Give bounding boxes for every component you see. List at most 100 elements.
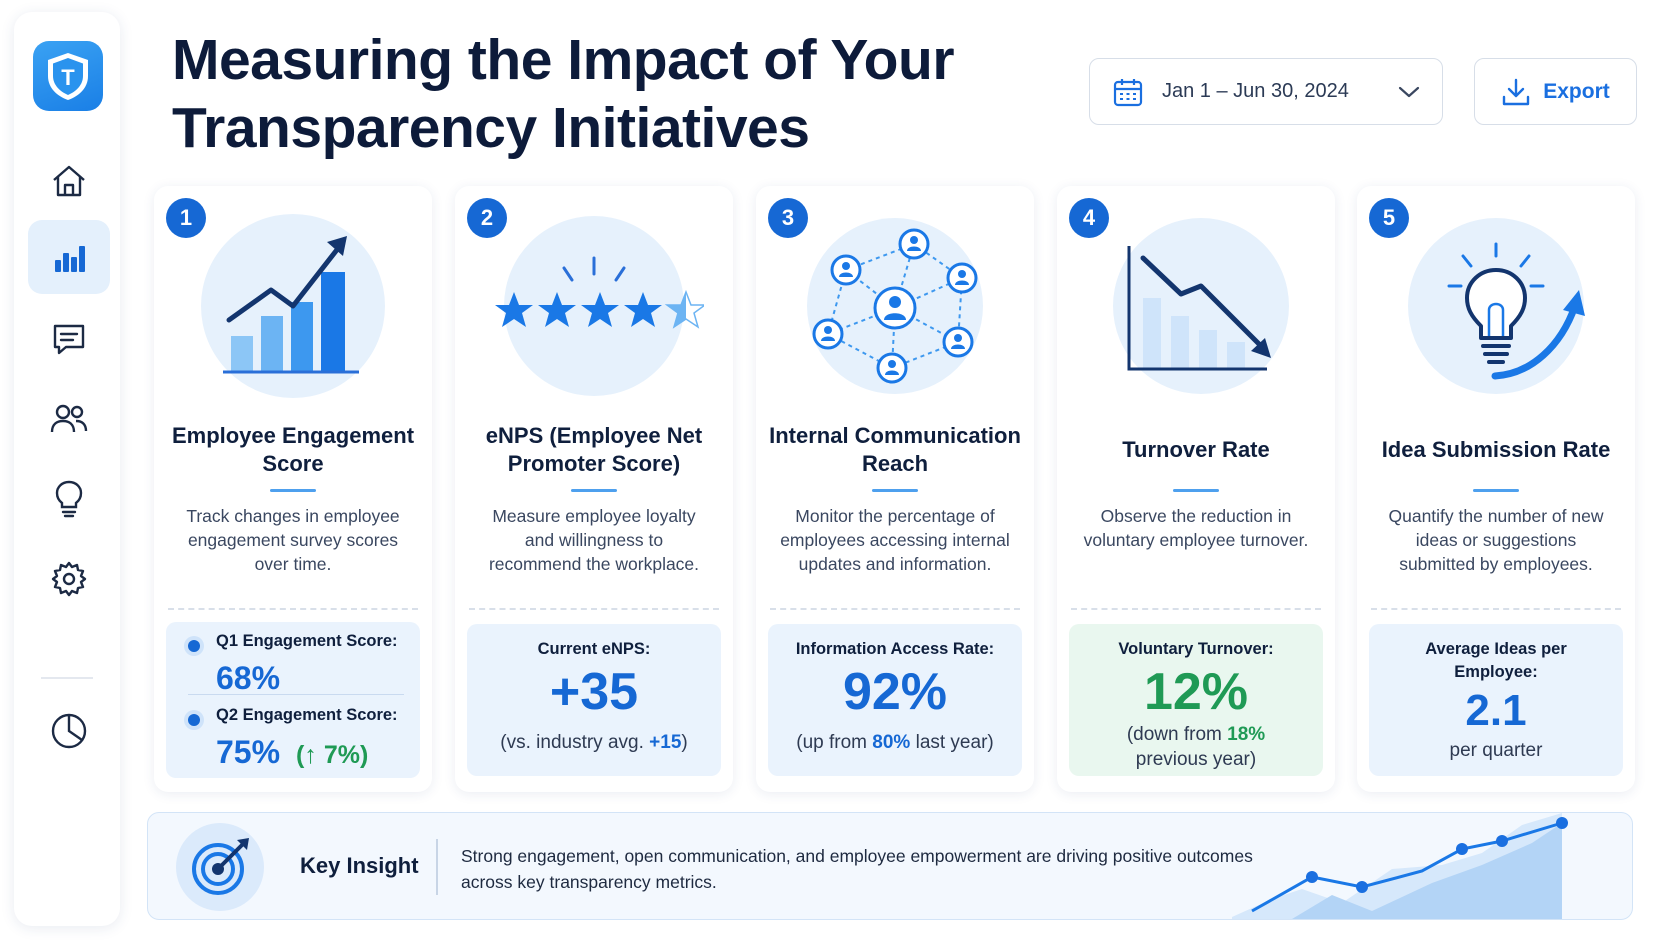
q2-value: 75% [216, 734, 281, 770]
turnover-illustration [1057, 206, 1335, 406]
dashed-divider [1371, 608, 1621, 610]
bar-chart-icon [55, 246, 85, 272]
card-number-badge: 1 [166, 198, 206, 238]
date-range-picker[interactable]: Jan 1 – Jun 30, 2024 [1089, 58, 1443, 125]
insight-separator [436, 839, 438, 895]
logo-letter: T [61, 65, 75, 90]
sidebar-divider [41, 677, 93, 679]
enps-illustration [455, 206, 733, 406]
dashed-divider [770, 608, 1020, 610]
metric-card-turnover: 4 Turnover Rate Observe the reduction in… [1057, 186, 1335, 792]
page-title: Measuring the Impact of Your Transparenc… [172, 28, 955, 160]
q2-row: Q2 Engagement Score: 75% (↑ 7%) [188, 706, 410, 770]
sidebar-item-analytics[interactable] [28, 220, 110, 294]
pie-chart-icon [51, 713, 87, 749]
card-title: eNPS (Employee Net Promoter Score) [485, 423, 703, 476]
sidebar-item-messages[interactable] [28, 302, 110, 376]
network-icon [807, 218, 983, 394]
message-icon [53, 324, 85, 355]
dashed-divider [469, 608, 719, 610]
metric-subtext: per quarter [1449, 740, 1543, 761]
q2-dot [188, 714, 200, 726]
insight-trend-graphic [1232, 813, 1568, 919]
q2-label: Q2 Engagement Score: [216, 706, 398, 724]
lightbulb-growth-icon [1408, 218, 1585, 394]
turnover-metric-box: Voluntary Turnover: 12% (down from 18% p… [1069, 624, 1323, 776]
chevron-down-icon [1398, 86, 1420, 97]
metric-subtext: (up from 80% last year) [768, 730, 1022, 755]
metric-value: +35 [549, 663, 639, 721]
export-button[interactable]: Export [1474, 58, 1637, 125]
metric-card-engagement: 1 Employee Engagement Score Track change… [154, 186, 432, 792]
card-number-badge: 2 [467, 198, 507, 238]
accent-line [1173, 489, 1219, 492]
card-title: Employee Engagement Score [171, 423, 415, 476]
card-description: Observe the reduction in voluntary emplo… [1083, 506, 1309, 550]
lightbulb-icon [55, 480, 83, 518]
q1-dot [188, 640, 200, 652]
sub-after: ) [681, 732, 688, 753]
accent-line [270, 489, 316, 492]
sub-highlight: +15 [649, 732, 682, 753]
q2-change: (↑ 7%) [296, 741, 369, 769]
sidebar-item-reports[interactable] [28, 694, 110, 768]
metric-subtext: (vs. industry avg. +15) [467, 730, 721, 755]
sidebar-item-ideas[interactable] [28, 462, 110, 536]
metric-card-communication: 3 Internal Communication [756, 186, 1034, 792]
rating-stars-icon [495, 216, 704, 396]
metric-value: 2.1 [1465, 686, 1527, 735]
sidebar-item-home[interactable] [28, 144, 110, 218]
sub-after: previous year) [1135, 749, 1257, 770]
dashed-divider [1071, 608, 1321, 610]
card-title: Internal Communication Reach [769, 423, 1021, 476]
q-separator [188, 694, 404, 695]
accent-line [872, 489, 918, 492]
card-number-badge: 5 [1369, 198, 1409, 238]
metric-subtext: (down from 18% previous year) [1069, 722, 1323, 772]
sub-highlight: 80% [872, 732, 911, 753]
calendar-icon [1113, 78, 1143, 106]
sub-before: (vs. industry avg. [500, 732, 650, 753]
growth-chart-icon [201, 214, 385, 398]
date-range-text: Jan 1 – Jun 30, 2024 [1162, 80, 1349, 102]
metric-label: Current eNPS: [537, 640, 651, 658]
sub-before: (down from [1126, 724, 1228, 745]
download-icon [1503, 78, 1530, 105]
enps-metric-box: Current eNPS: +35 (vs. industry avg. +15… [467, 624, 721, 776]
sub-before: (up from [796, 732, 873, 753]
insight-text: Strong engagement, open communication, a… [461, 846, 1253, 892]
dashed-divider [168, 608, 418, 610]
accent-line [571, 489, 617, 492]
metric-label: Average Ideas per Employee: [1425, 640, 1567, 681]
ideas-metric-box: Average Ideas per Employee: 2.1 per quar… [1369, 624, 1623, 776]
card-description: Track changes in employee engagement sur… [186, 506, 400, 574]
card-description: Monitor the percentage of employees acce… [780, 506, 1010, 574]
home-icon [53, 165, 85, 197]
metric-label: Voluntary Turnover: [1118, 640, 1274, 658]
declining-chart-icon [1113, 218, 1289, 394]
target-icon [192, 838, 249, 895]
card-description: Measure employee loyalty and willingness… [488, 506, 700, 574]
sidebar-item-settings[interactable] [28, 542, 110, 616]
users-icon [50, 404, 88, 433]
q1-value: 68% [216, 660, 281, 696]
export-label: Export [1543, 79, 1610, 103]
card-number-badge: 3 [768, 198, 808, 238]
metric-label: Information Access Rate: [795, 640, 995, 658]
sidebar-item-people[interactable] [28, 382, 110, 456]
communication-metric-box: Information Access Rate: 92% (up from 80… [768, 624, 1022, 776]
app-logo[interactable]: T [33, 41, 103, 111]
metric-card-ideas: 5 Idea Submission Rate Quantify the numb… [1357, 186, 1635, 792]
card-number-badge: 4 [1069, 198, 1109, 238]
shield-icon: T [48, 53, 88, 100]
insight-title: Key Insight [300, 853, 419, 878]
metric-value: 12% [1143, 663, 1249, 721]
sub-highlight: 18% [1227, 724, 1266, 745]
sidebar: T [14, 12, 120, 926]
card-title: Turnover Rate [1122, 437, 1270, 462]
q2-value-line: 75% (↑ 7%) [216, 734, 368, 771]
engagement-metric-box: Q1 Engagement Score: 68% Q2 Engagement S… [166, 622, 420, 778]
insight-icon-wrap [176, 823, 264, 911]
card-title: Idea Submission Rate [1381, 437, 1611, 462]
ideas-illustration [1357, 206, 1635, 406]
